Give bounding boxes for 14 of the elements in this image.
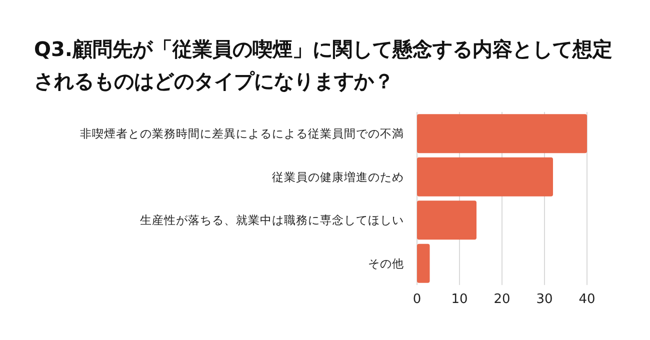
bar — [417, 244, 430, 283]
chart-title: Q3.顧問先が「従業員の喫煙」に関して懸念する内容として想定されるものはどのタイプになりますか？ — [34, 36, 614, 95]
x-tick-label: 30 — [536, 292, 553, 307]
x-tick-label: 0 — [412, 292, 422, 307]
x-tick-label: 20 — [494, 292, 510, 307]
y-tick-label: 従業員の健康増進のため — [272, 170, 404, 184]
bar — [417, 114, 587, 154]
x-tick-label: 10 — [451, 292, 468, 307]
bar — [417, 157, 553, 196]
y-tick-label: 非喫煙者との業務時間に差異によるによる従業員間での不満 — [80, 126, 404, 141]
bar — [417, 200, 476, 240]
y-tick-label: その他 — [368, 256, 404, 270]
x-tick-label: 40 — [578, 292, 596, 307]
y-tick-label: 生産性が落ちる、就業中は職務に専念してほしい — [140, 213, 404, 228]
